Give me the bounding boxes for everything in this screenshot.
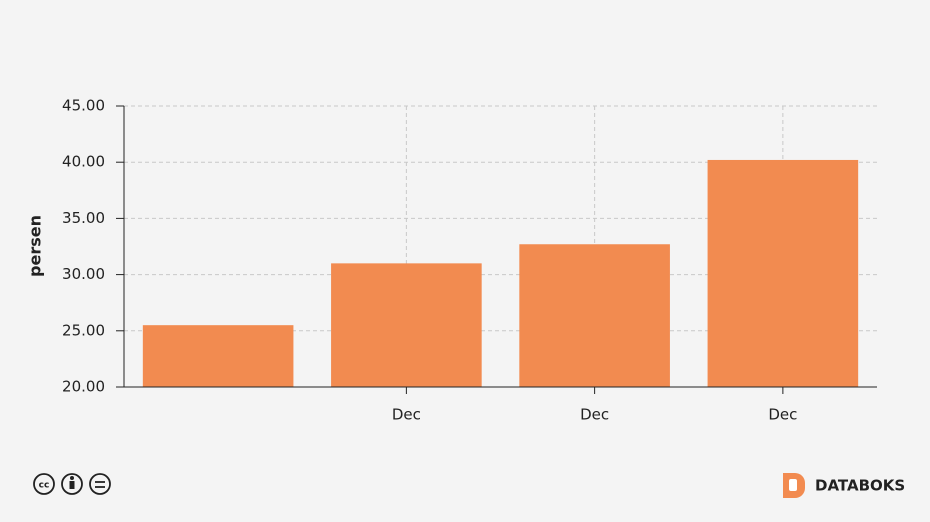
license-icons: cc: [33, 473, 111, 495]
bar: [331, 263, 482, 387]
bar: [519, 244, 670, 387]
y-tick-label: 30.00: [62, 265, 105, 283]
y-axis-label: persen: [26, 215, 45, 277]
y-tick-label: 35.00: [62, 209, 105, 227]
svg-text:cc: cc: [39, 481, 50, 491]
x-tick-label: Dec: [392, 406, 421, 424]
x-tick-label: Dec: [580, 406, 609, 424]
bar: [707, 159, 859, 387]
brand-name: DATABOKS: [815, 477, 905, 495]
bar: [142, 325, 294, 387]
y-tick-label: 25.00: [62, 321, 105, 339]
y-tick-label: 40.00: [62, 153, 105, 171]
y-tick-label: 20.00: [62, 378, 105, 396]
x-tick-label: Dec: [768, 406, 797, 424]
brand-logo: [783, 473, 805, 498]
y-tick-label: 45.00: [62, 97, 105, 115]
